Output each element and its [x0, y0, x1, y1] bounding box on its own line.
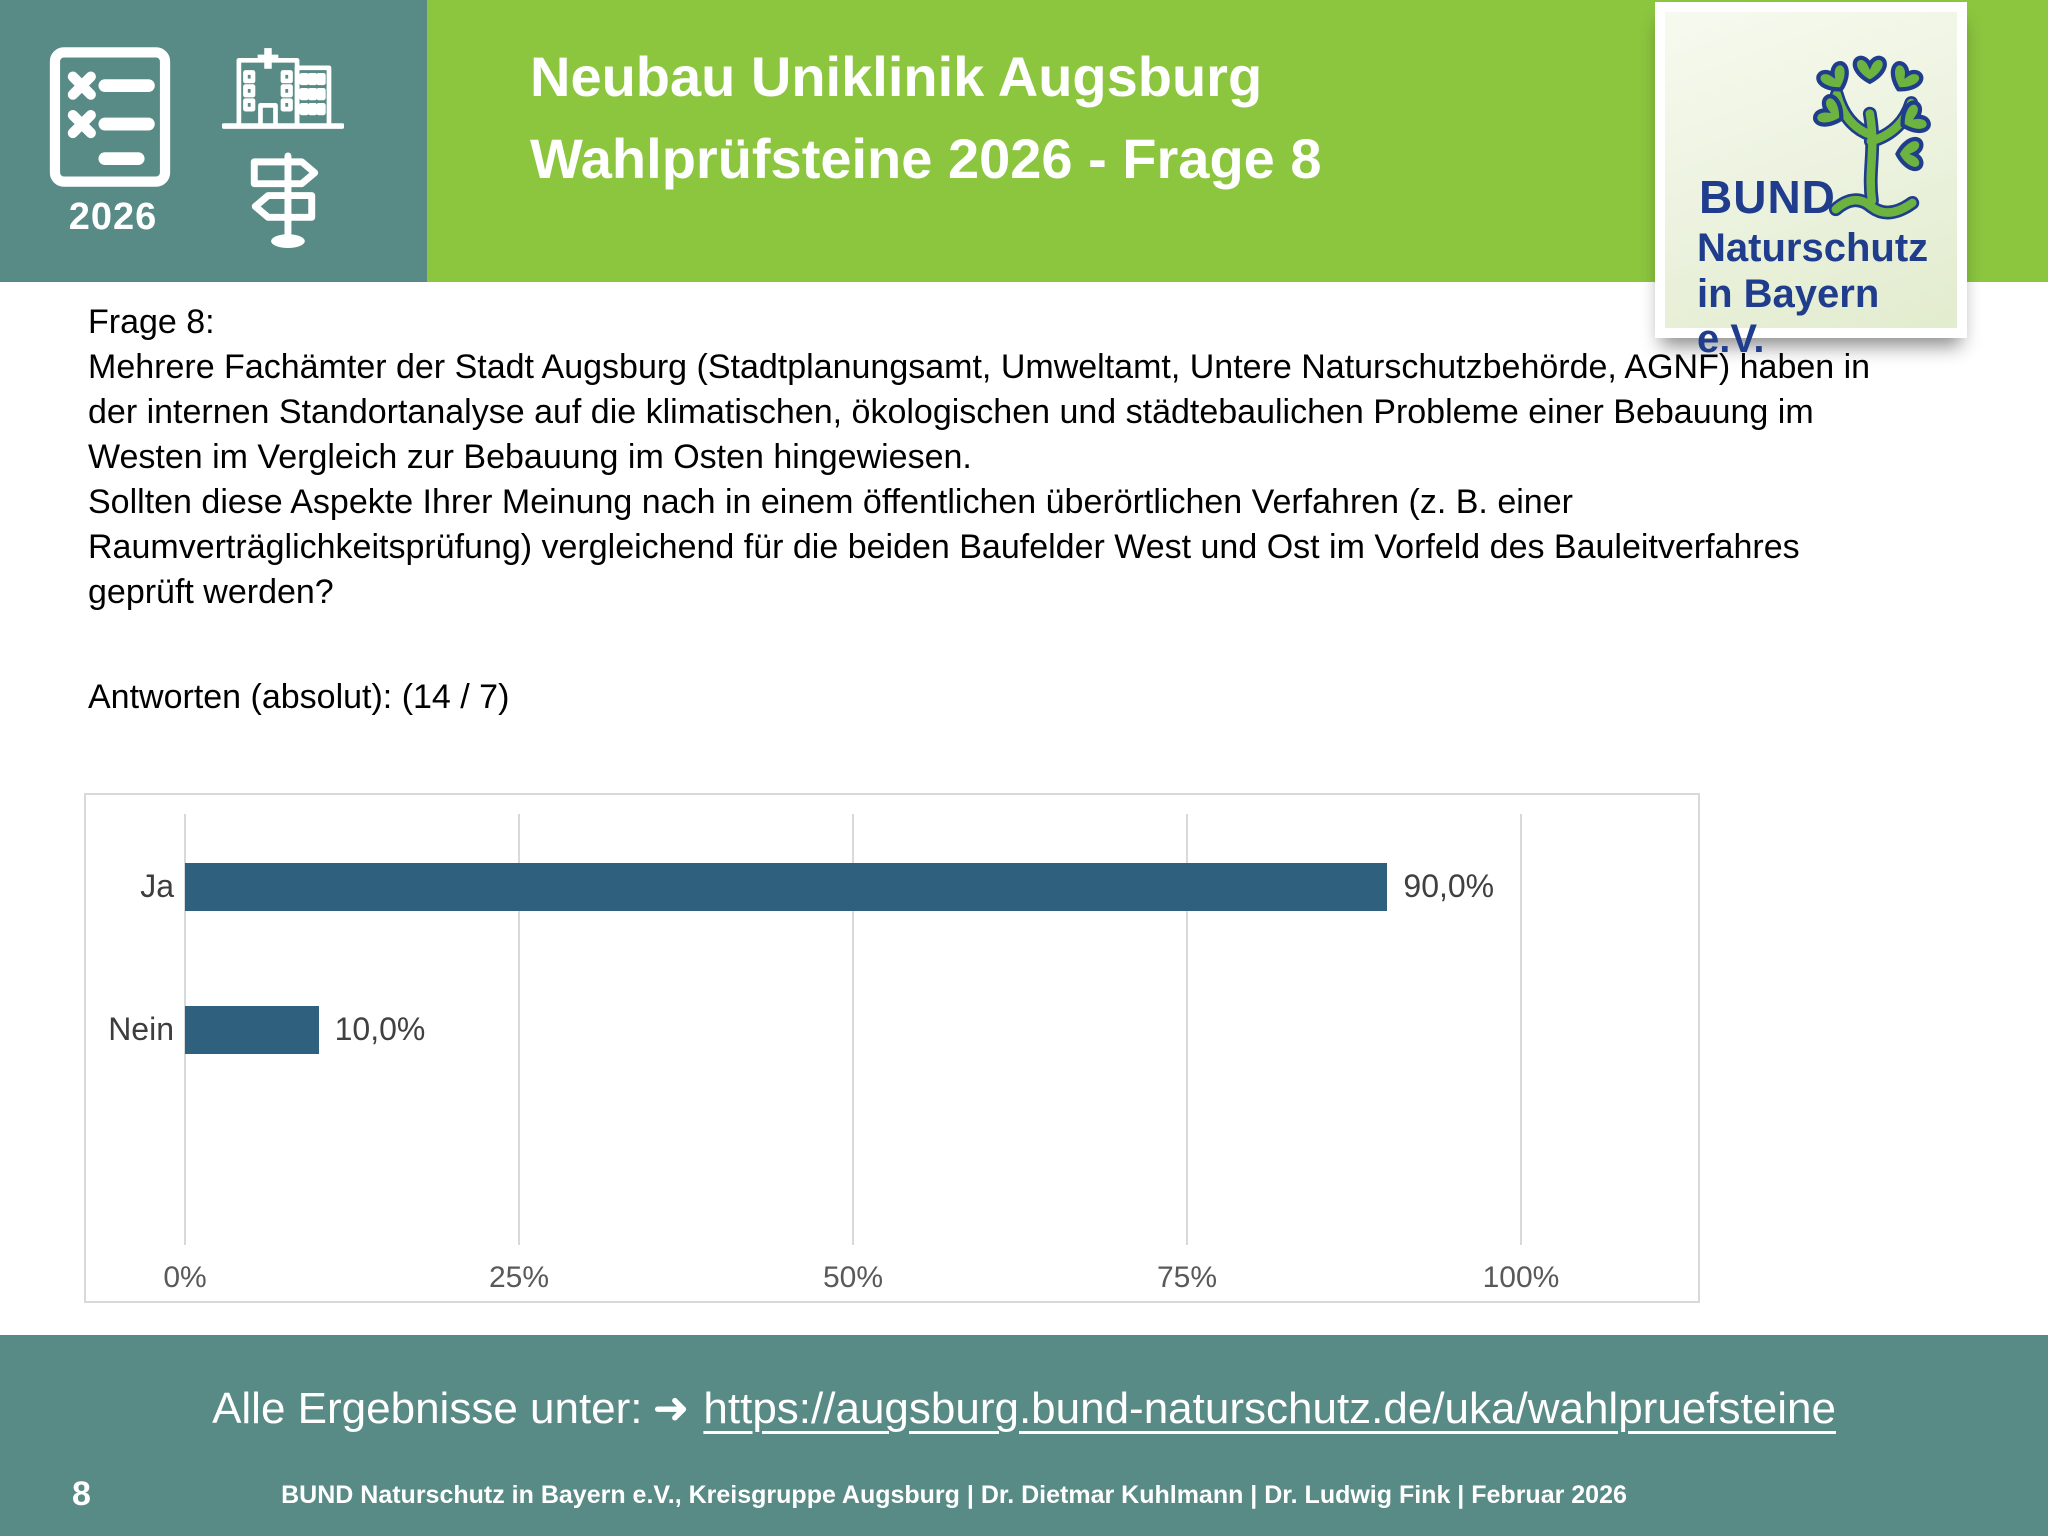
chart-grid-line — [1520, 814, 1522, 1245]
header-teal-band: 2026 — [0, 0, 427, 282]
results-link-prefix: Alle Ergebnisse unter: — [212, 1384, 643, 1433]
chart-bar — [185, 1006, 319, 1054]
year-badge: 2026 — [68, 196, 158, 238]
page-number: 8 — [72, 1475, 91, 1513]
bund-logo-background: BUND Naturschutz in Bayern e.V. — [1665, 12, 1957, 361]
chart-value-label: 90,0% — [1403, 868, 1495, 904]
signpost-icon — [250, 152, 319, 249]
footer-band: Alle Ergebnisse unter: ➜ https://augsburg.… — [0, 1335, 2048, 1536]
chart-tick-label: 25% — [488, 1261, 550, 1294]
logo-text-naturschutz: Naturschutz — [1697, 226, 1929, 270]
slide-title-line1: Neubau Uniklinik Augsburg — [530, 45, 1263, 108]
chart-category-label: Ja — [140, 868, 174, 904]
chart-tick-label: 100% — [1482, 1261, 1560, 1294]
ballot-checklist-icon — [49, 47, 171, 187]
results-url-link[interactable]: https://augsburg.bund-naturschutz.de/uka… — [703, 1384, 1836, 1433]
chart-grid-line — [852, 814, 854, 1245]
chart-grid-line — [518, 814, 520, 1245]
logo-text-bund: BUND — [1699, 171, 1836, 223]
logo-text-bayern: in Bayern e.V. — [1697, 272, 1880, 361]
question-label: Frage 8: — [88, 303, 215, 341]
answers-absolute-label: Antworten (absolut): (14 / 7) — [88, 678, 510, 716]
bund-logo-card: BUND Naturschutz in Bayern e.V. — [1655, 2, 1967, 361]
chart-tick-label: 75% — [1156, 1261, 1218, 1294]
question-text: Mehrere Fachämter der Stadt Augsburg (St… — [88, 348, 1871, 611]
chart-value-label: 10,0% — [334, 1011, 426, 1047]
chart-category-label: Nein — [108, 1011, 174, 1047]
results-bar-chart: Ja 90,0% Nein 10,0% 0% 25% 50% 75% 100% — [84, 793, 1700, 1303]
chart-tick-label: 0% — [163, 1261, 207, 1294]
credits-line: BUND Naturschutz in Bayern e.V., Kreisgr… — [281, 1481, 1627, 1509]
arrow-right-icon: ➜ — [652, 1384, 690, 1433]
chart-bar — [185, 863, 1388, 911]
tree-logo-icon — [1803, 52, 1943, 220]
hospital-icon — [222, 48, 344, 129]
chart-grid-line — [1186, 814, 1188, 1245]
slide-title-line2: Wahlprüfsteine 2026 - Frage 8 — [530, 127, 1322, 190]
results-link-row: Alle Ergebnisse unter: ➜ https://augsburg.… — [0, 1383, 2048, 1434]
chart-tick-label: 50% — [822, 1261, 884, 1294]
